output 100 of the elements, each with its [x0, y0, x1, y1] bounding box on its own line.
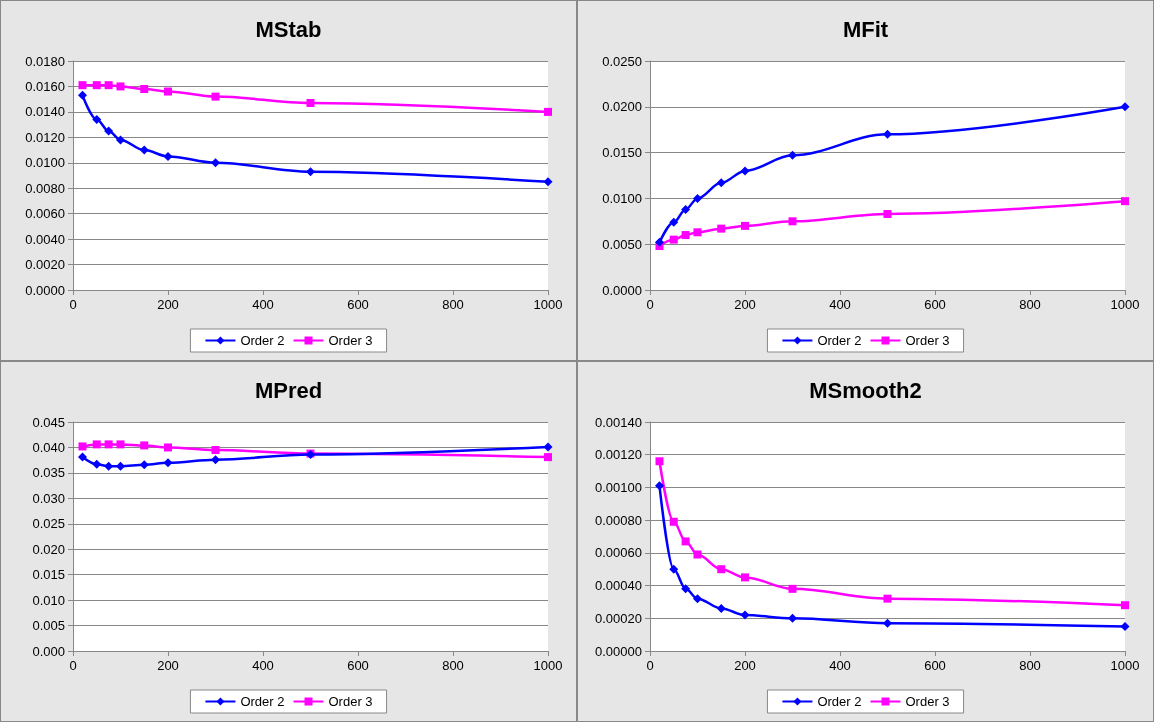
point: [693, 193, 702, 203]
y-tick-label: 0.0150: [602, 145, 642, 161]
y-tick-label: 0.00060: [595, 545, 642, 561]
point: [740, 166, 750, 176]
y-tick-label: 0.0050: [602, 236, 642, 252]
legend-label: Order 3: [905, 333, 950, 348]
point: [717, 224, 726, 233]
legend-label: Order 3: [328, 333, 373, 348]
chart-title: MStab: [255, 16, 322, 42]
legend-label: Order 2: [817, 333, 862, 348]
y-tick-label: 0.0140: [25, 104, 65, 120]
point: [1120, 102, 1130, 112]
point: [116, 82, 125, 91]
point: [544, 107, 552, 116]
point: [693, 228, 702, 237]
point: [740, 610, 750, 620]
y-tick-label: 0.00020: [595, 610, 642, 626]
point: [306, 167, 315, 177]
y-tick-label: 0.0120: [25, 129, 65, 145]
point: [788, 584, 797, 593]
legend-label: Order 2: [817, 694, 862, 709]
x-tick-label: 0: [69, 658, 77, 673]
point: [883, 129, 892, 139]
x-tick-label: 0: [646, 297, 654, 312]
y-tick-label: 0.00140: [595, 414, 642, 430]
point: [104, 126, 114, 136]
y-tick-label: 0.00040: [595, 578, 642, 594]
y-tick-label: 0.045: [32, 414, 65, 430]
x-tick-label: 200: [734, 658, 756, 673]
legend-label: Order 2: [240, 694, 285, 709]
x-tick-label: 600: [347, 658, 369, 673]
point: [163, 151, 173, 161]
point: [116, 461, 125, 471]
point: [681, 584, 691, 594]
point: [741, 221, 749, 230]
point: [693, 550, 702, 559]
y-tick-label: 0.0040: [25, 231, 65, 247]
x-tick-label: 600: [924, 658, 946, 673]
point: [78, 452, 87, 462]
y-tick-label: 0.025: [32, 516, 65, 532]
chart-title: MFit: [842, 16, 889, 42]
x-tick-label: 400: [829, 658, 851, 673]
point: [788, 150, 797, 160]
point: [139, 145, 149, 155]
point: [543, 442, 553, 452]
point: [211, 158, 220, 168]
y-tick-label: 0.0250: [602, 53, 642, 69]
point: [788, 217, 797, 226]
legend-label: Order 2: [240, 333, 285, 348]
y-tick-label: 0.00000: [595, 643, 642, 659]
y-tick-label: 0.0160: [25, 78, 65, 94]
y-tick-label: 0.0080: [25, 180, 65, 196]
point: [164, 443, 172, 452]
point: [163, 458, 173, 468]
point: [1121, 601, 1129, 610]
x-tick-label: 400: [252, 658, 274, 673]
y-tick-label: 0.015: [32, 567, 65, 583]
point: [1121, 197, 1129, 206]
y-tick-label: 0.0100: [25, 155, 65, 171]
point: [655, 481, 664, 491]
chart-title: MSmooth2: [809, 377, 922, 403]
point: [717, 565, 726, 574]
point: [92, 115, 102, 125]
x-tick-label: 600: [924, 297, 946, 312]
point: [164, 87, 172, 96]
x-tick-label: 200: [157, 658, 179, 673]
point: [655, 457, 664, 466]
point: [669, 217, 679, 227]
y-tick-label: 0.035: [32, 465, 65, 481]
point: [104, 461, 114, 471]
point: [716, 603, 726, 613]
point: [655, 237, 664, 247]
y-tick-label: 0.030: [32, 490, 65, 506]
x-tick-label: 1000: [1110, 297, 1140, 312]
point: [104, 81, 113, 90]
x-tick-label: 0: [69, 297, 77, 312]
point: [544, 453, 552, 462]
point: [78, 442, 87, 451]
point: [306, 98, 315, 107]
y-tick-label: 0.00080: [595, 512, 642, 528]
point: [883, 594, 892, 603]
y-tick-label: 0.0000: [602, 282, 642, 298]
chart-title: MPred: [254, 377, 323, 403]
x-tick-label: 200: [157, 297, 179, 312]
point: [788, 613, 797, 623]
point: [681, 204, 691, 214]
point: [681, 231, 690, 240]
y-tick-label: 0.00120: [595, 447, 642, 463]
x-tick-label: 200: [734, 297, 756, 312]
x-tick-label: 800: [442, 297, 464, 312]
point: [139, 460, 149, 470]
x-tick-label: 1000: [533, 658, 563, 673]
x-tick-label: 0: [646, 658, 654, 673]
legend-label: Order 3: [328, 694, 373, 709]
y-tick-label: 0.010: [32, 592, 65, 608]
point: [92, 440, 101, 449]
point: [104, 440, 113, 449]
point: [211, 92, 220, 101]
point: [211, 455, 220, 465]
y-tick-label: 0.0200: [602, 99, 642, 115]
